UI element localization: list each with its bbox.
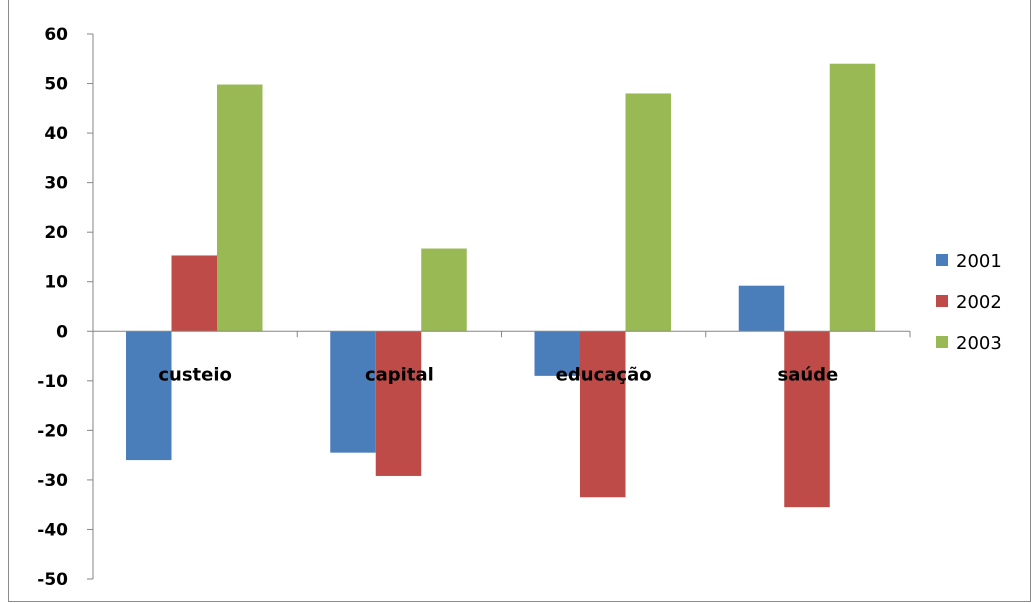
bar-2001-custeio (126, 331, 172, 461)
bar-2002-custeio (171, 255, 217, 332)
y-tick-label: 40 (44, 124, 68, 144)
category-label-0: custeio (158, 364, 232, 385)
bar-2002-educação (580, 331, 626, 498)
legend-label-2002: 2002 (956, 292, 1002, 313)
legend-swatch-2001 (936, 254, 948, 266)
bar-2001-saúde (738, 285, 785, 332)
y-tick-label: 50 (44, 75, 68, 95)
legend-swatch-2003 (936, 336, 948, 348)
y-tick-label: -50 (37, 570, 68, 590)
legend-swatch-2002 (936, 295, 948, 307)
category-label-2: educação (556, 364, 652, 385)
bar-2003-capital (421, 248, 467, 332)
y-tick-label: 0 (56, 322, 68, 342)
y-tick-label: 10 (44, 273, 68, 293)
legend-label-2003: 2003 (956, 333, 1002, 354)
y-tick-label: -10 (37, 372, 68, 392)
legend-label-2001: 2001 (956, 251, 1002, 272)
y-tick-label: 60 (44, 25, 68, 45)
y-tick-label: -40 (37, 520, 68, 540)
bar-2002-capital (375, 331, 422, 476)
y-tick-label: -30 (37, 471, 68, 491)
y-tick-label: 20 (44, 223, 68, 243)
bar-2003-educação (625, 93, 671, 332)
category-label-1: capital (365, 364, 434, 385)
category-label-3: saúde (777, 364, 838, 385)
y-tick-label: 30 (44, 174, 68, 194)
bar-2002-saúde (784, 331, 830, 508)
bar-2003-saúde (829, 63, 876, 332)
bar-2001-capital (330, 331, 376, 453)
y-tick-label: -20 (37, 421, 68, 441)
bar-2001-educação (534, 331, 580, 376)
bar-2003-custeio (217, 84, 263, 332)
